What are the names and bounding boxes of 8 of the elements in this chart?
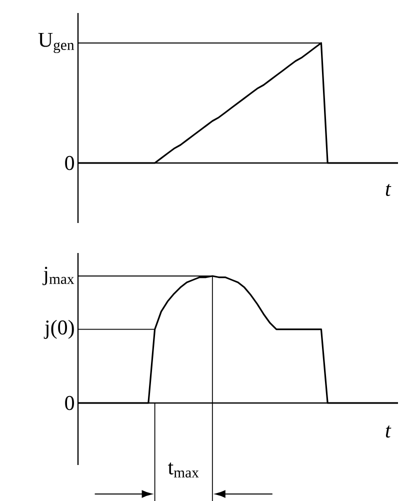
ref-line-label: j(0): [44, 320, 74, 339]
ref-line-label: 0: [65, 396, 74, 410]
ref-line-label: U$_{gen}$: [38, 32, 74, 54]
text: t$_{max}$: [168, 462, 199, 478]
ref-line-label: j$_{max}$: [42, 266, 74, 286]
x-axis-title: t: [386, 184, 392, 196]
ref-line-label: 0: [65, 156, 74, 170]
x-axis-title: t: [386, 426, 392, 438]
